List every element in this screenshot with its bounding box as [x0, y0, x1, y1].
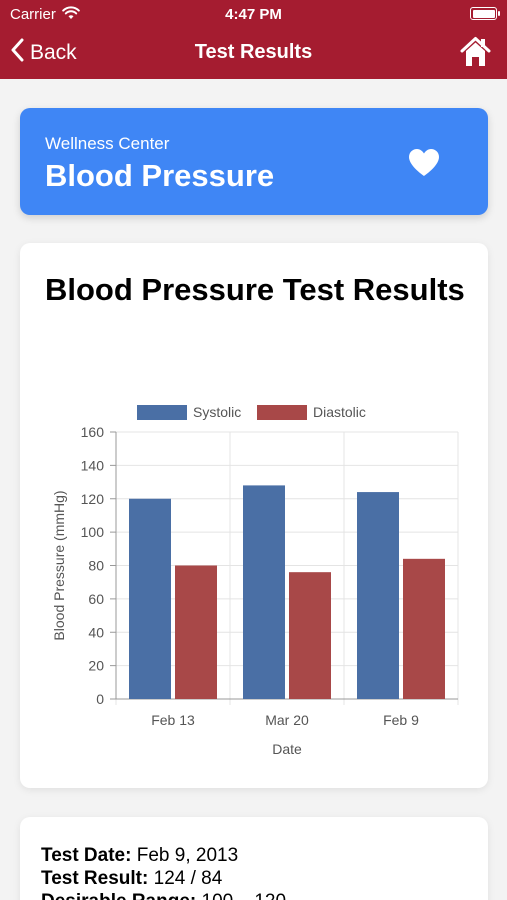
legend-label-systolic: Systolic [193, 404, 241, 420]
y-tick-label: 160 [81, 424, 105, 440]
status-bar: Carrier 4:47 PM [0, 0, 507, 28]
header-subtitle: Wellness Center [45, 134, 170, 153]
bar-chart: 0 20 40 60 80 100 120 140 160 Feb 13 Mar 20 Feb 9 Da… [51, 404, 459, 757]
y-tick-label: 120 [81, 491, 105, 507]
bar-systolic [129, 498, 171, 699]
x-axis-title: Date [272, 741, 302, 757]
y-tick-label: 40 [88, 624, 104, 640]
x-tick-label: Mar 20 [265, 712, 309, 728]
legend-label-diastolic: Diastolic [313, 404, 366, 420]
x-tick-label: Feb 9 [383, 712, 419, 728]
nav-bar: Back Test Results [0, 28, 507, 79]
y-axis-title: Blood Pressure (mmHg) [51, 490, 67, 640]
battery-icon [470, 7, 500, 20]
test-date-label: Test Date: [41, 845, 132, 866]
test-date-row: Test Date: Feb 9, 2013 [41, 845, 238, 867]
wifi-icon [62, 6, 80, 24]
y-tick-label: 0 [96, 691, 104, 707]
test-result-label: Test Result: [41, 868, 149, 889]
heart-icon [408, 148, 440, 182]
test-result-value: 124 / 84 [153, 868, 223, 889]
desirable-range-value: 100 – 120 [202, 891, 287, 900]
chevron-left-icon [10, 38, 24, 68]
test-result-row: Test Result: 124 / 84 [41, 868, 222, 890]
y-tick-label: 80 [88, 558, 104, 574]
home-icon[interactable] [460, 36, 491, 73]
chart-card-title: Blood Pressure Test Results [45, 272, 465, 307]
bar-systolic [357, 492, 399, 699]
bar-systolic [243, 485, 285, 699]
y-tick-label: 100 [81, 524, 105, 540]
y-tick-label: 60 [88, 591, 104, 607]
bar-diastolic [403, 558, 445, 699]
carrier-label: Carrier [10, 6, 56, 23]
bar-diastolic [175, 565, 217, 699]
results-chart-card: Blood Pressure Test Results 0 20 40 60 80 100… [20, 243, 488, 788]
desirable-range-label: Desirable Range: [41, 891, 196, 900]
header-title: Blood Pressure [45, 158, 275, 193]
bar-diastolic [289, 572, 331, 699]
x-tick-label: Feb 13 [151, 712, 195, 728]
back-label: Back [30, 41, 77, 64]
page-title: Test Results [194, 41, 313, 63]
wellness-header-card: Wellness Center Blood Pressure [20, 108, 488, 215]
status-time: 4:47 PM [225, 6, 282, 23]
y-tick-label: 140 [81, 457, 105, 473]
desirable-range-row: Desirable Range: 100 – 120 [41, 891, 286, 900]
y-tick-label: 20 [88, 658, 104, 674]
back-button[interactable]: Back [10, 38, 77, 68]
legend-swatch-diastolic [257, 405, 307, 420]
legend-swatch-systolic [137, 405, 187, 420]
test-date-value: Feb 9, 2013 [136, 845, 239, 866]
test-details-card: Test Date: Feb 9, 2013 Test Result: 124 … [20, 817, 488, 900]
